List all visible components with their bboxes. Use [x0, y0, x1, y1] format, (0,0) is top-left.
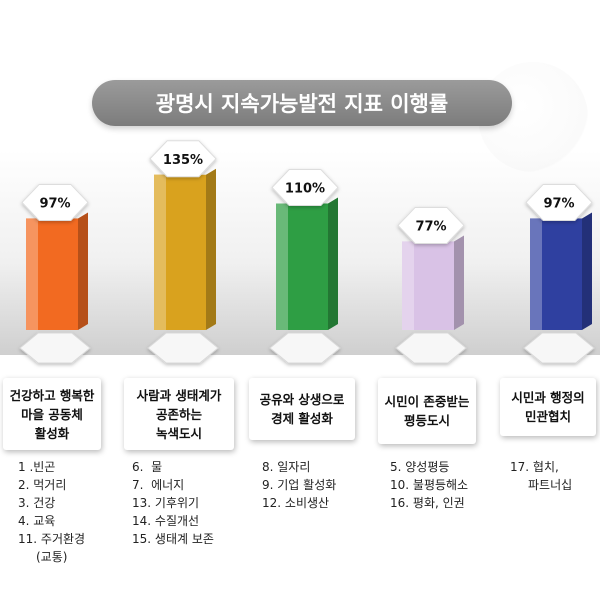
bar-highlight: [154, 174, 166, 330]
goal-list-item: 2. 먹거리: [18, 478, 67, 492]
goal-list-item: 16. 평화, 인권: [390, 496, 465, 510]
bar-cap: [149, 140, 217, 178]
goal-list: 1 .빈곤 2. 먹거리 3. 건강 4. 교육 11. 주거환경 (교통): [18, 458, 85, 566]
goal-list-item: 3. 건강: [18, 496, 56, 510]
goal-list-item: 14. 수질개선: [132, 514, 200, 528]
goal-list: 6. 물 7. 에너지 13. 기후위기 14. 수질개선 15. 생태계 보존: [132, 458, 214, 548]
goal-list-item: 4. 교육: [18, 514, 56, 528]
goal-list-item: 1 .빈곤: [18, 460, 56, 474]
bar-side: [582, 212, 592, 330]
category-card: 시민이 존중받는 평등도시: [378, 378, 476, 444]
category-card: 사람과 생태계가 공존하는 녹색도시: [124, 378, 234, 450]
bar-group: 77%: [395, 206, 467, 364]
bar-side: [78, 212, 88, 330]
bar-side: [454, 235, 464, 330]
bar-value-label: 135%: [163, 153, 203, 168]
bar-highlight: [402, 241, 414, 330]
goal-list-item: 11. 주거환경: [18, 532, 86, 546]
bar-base: [523, 332, 595, 364]
bar-value-label: 77%: [415, 219, 446, 234]
goal-list-item: 13. 기후위기: [132, 496, 200, 510]
goal-list-item: 6. 물: [132, 460, 163, 474]
goal-list-item: 8. 일자리: [262, 460, 311, 474]
goal-list-item: 5. 양성평등: [390, 460, 450, 474]
bar-group: 135%: [147, 140, 219, 364]
goal-list-item: 10. 불평등해소: [390, 478, 469, 492]
bar-side: [328, 197, 338, 330]
goal-list-item: 파트너십: [528, 478, 573, 492]
bar-group: 97%: [19, 183, 91, 364]
bar-base: [147, 332, 219, 364]
goal-list-item: 9. 기업 활성화: [262, 478, 337, 492]
goal-list-item: 15. 생태계 보존: [132, 532, 214, 546]
bar-group: 110%: [269, 169, 341, 364]
bar-cap: [21, 183, 89, 221]
bar-group: 97%: [523, 183, 595, 364]
goal-list: 17. 협치, 파트너십: [510, 458, 572, 494]
bar-highlight: [530, 218, 542, 330]
bar-cap: [525, 183, 593, 221]
bar-side: [206, 168, 216, 330]
bar-value-label: 110%: [285, 182, 325, 197]
goal-list: 5. 양성평등 10. 불평등해소 16. 평화, 인권: [390, 458, 468, 512]
goal-list-item: (교통): [36, 550, 68, 564]
chart-title: 광명시 지속가능발전 지표 이행률: [92, 80, 512, 126]
goal-list-item: 12. 소비생산: [262, 496, 330, 510]
bar-highlight: [26, 218, 38, 330]
bar-cap: [271, 169, 339, 206]
bar-base: [269, 332, 341, 364]
goal-list-item: 17. 협치,: [510, 460, 559, 474]
goal-list: 8. 일자리 9. 기업 활성화 12. 소비생산: [262, 458, 336, 512]
category-card: 시민과 행정의 민관협치: [500, 378, 596, 436]
bar-base: [19, 332, 91, 364]
bar-cap: [397, 206, 465, 244]
category-card: 공유와 상생으로 경제 활성화: [249, 378, 355, 440]
category-card: 건강하고 행복한 마을 공동체 활성화: [3, 378, 101, 450]
bar-base: [395, 332, 467, 364]
goal-list-item: 7. 에너지: [132, 478, 185, 492]
bar-value-label: 97%: [543, 196, 574, 211]
bar-highlight: [276, 203, 288, 330]
bar-value-label: 97%: [39, 196, 70, 211]
